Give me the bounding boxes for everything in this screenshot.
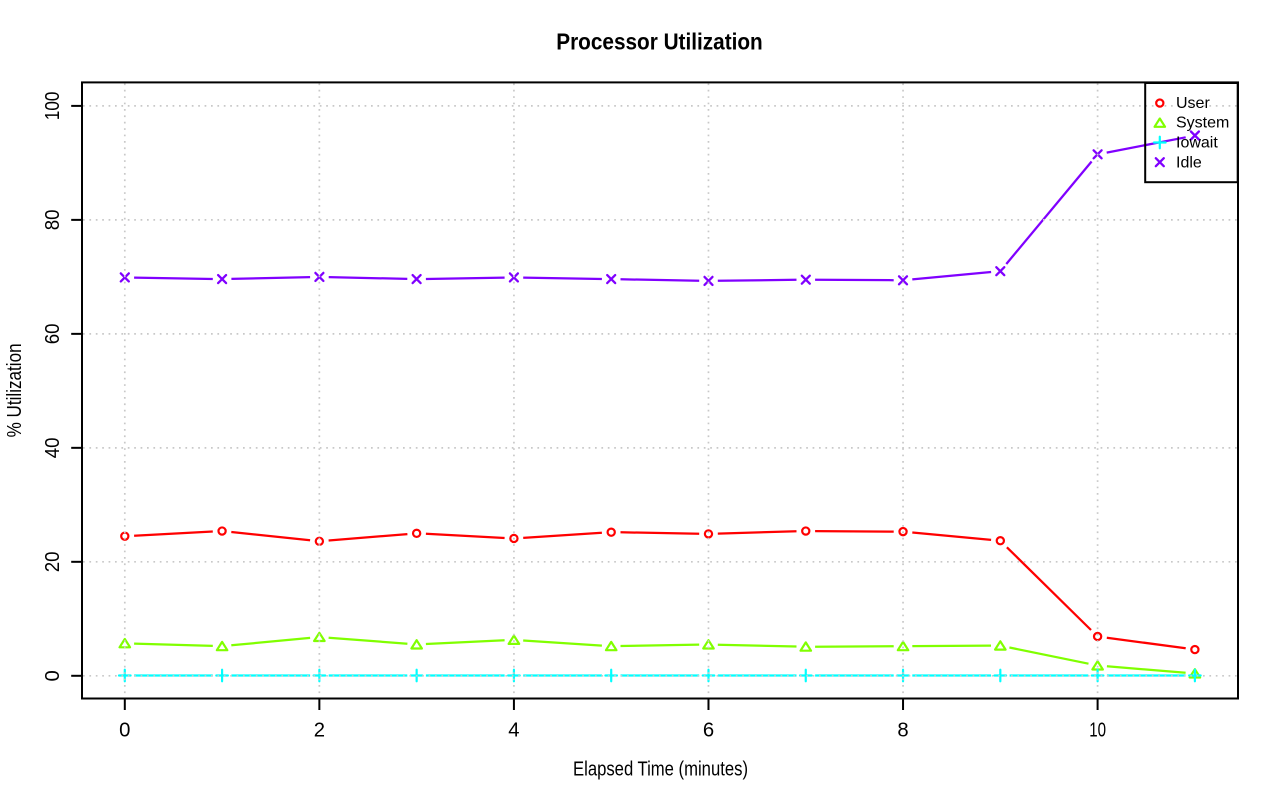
- svg-text:100: 100: [42, 92, 64, 121]
- svg-text:Iowait: Iowait: [1176, 135, 1218, 152]
- svg-text:User: User: [1176, 95, 1210, 112]
- svg-text:2: 2: [314, 720, 325, 742]
- svg-text:0: 0: [42, 670, 64, 681]
- svg-text:% Utilization: % Utilization: [4, 343, 26, 437]
- svg-text:Idle: Idle: [1176, 155, 1202, 172]
- svg-text:Elapsed Time (minutes): Elapsed Time (minutes): [573, 759, 748, 781]
- svg-text:60: 60: [42, 323, 64, 344]
- svg-text:8: 8: [897, 720, 908, 742]
- svg-text:4: 4: [508, 720, 519, 742]
- svg-text:Processor Utilization: Processor Utilization: [556, 29, 763, 55]
- svg-text:6: 6: [703, 720, 714, 742]
- svg-text:10: 10: [1089, 720, 1106, 742]
- svg-text:System: System: [1176, 115, 1229, 132]
- svg-text:40: 40: [42, 437, 64, 458]
- svg-text:0: 0: [119, 720, 130, 742]
- svg-text:20: 20: [42, 551, 64, 572]
- svg-text:80: 80: [42, 209, 64, 230]
